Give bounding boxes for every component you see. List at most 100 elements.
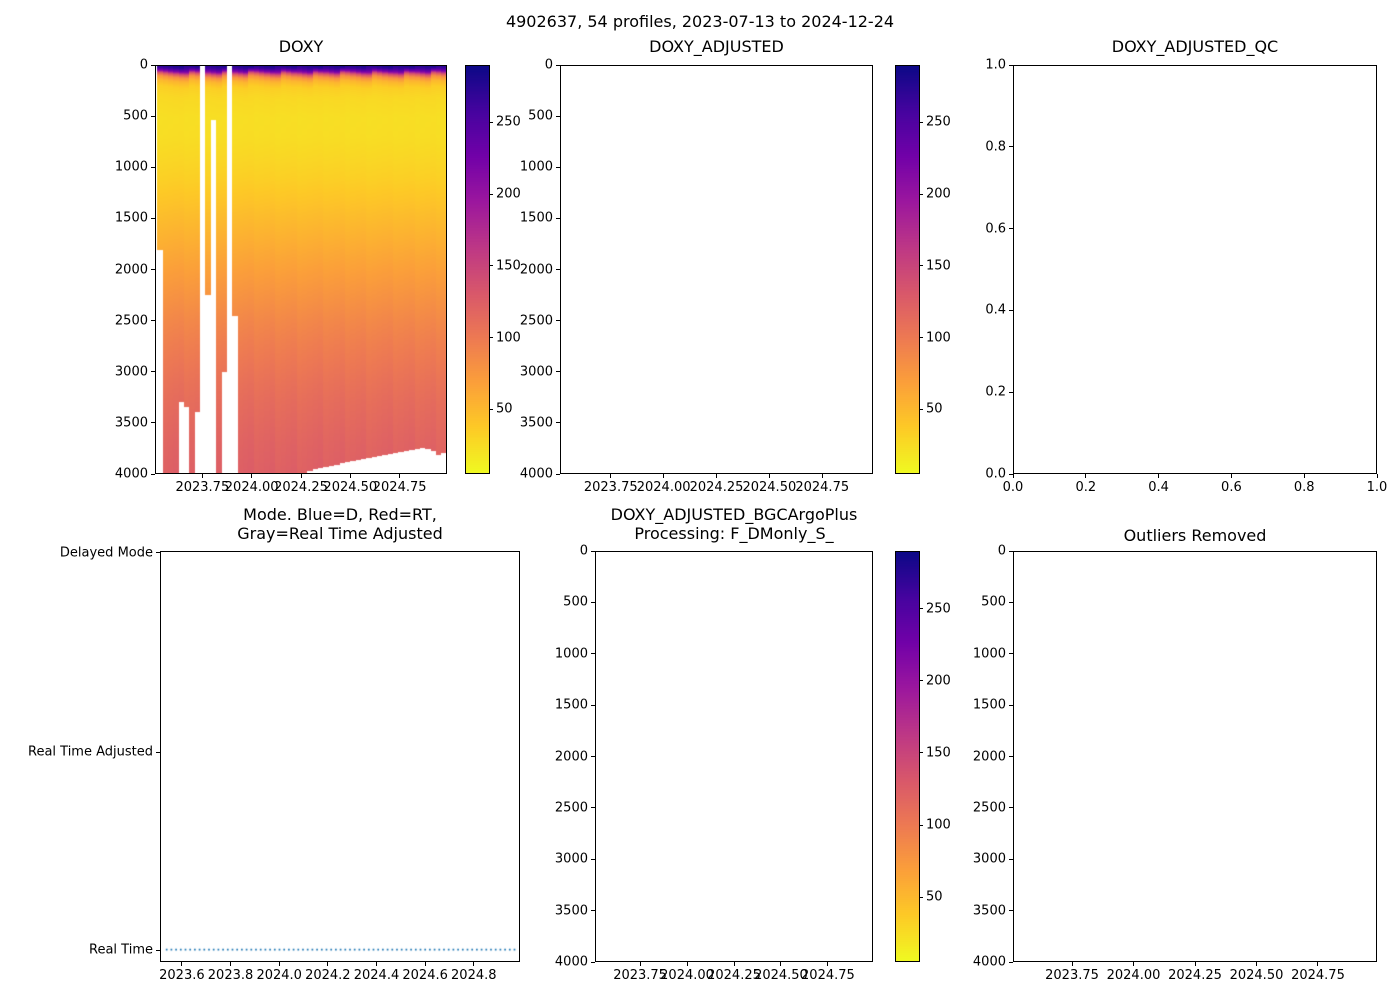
bgc-title-line2: Processing: F_DMonly_S_ xyxy=(634,523,834,543)
y-tick-mark xyxy=(591,550,595,552)
y-tick-mark xyxy=(556,473,560,475)
colorbar-tick-label: 250 xyxy=(496,114,521,130)
y-tick-mark xyxy=(156,949,160,951)
colorbar-tick-label: 150 xyxy=(926,745,951,761)
y-tick-label: 3000 xyxy=(519,364,553,380)
doxy-title: DOXY xyxy=(278,37,324,56)
outliers-title: Outliers Removed xyxy=(1123,526,1267,545)
colorbar-tick-mark xyxy=(920,121,923,123)
y-tick-label: 0.6 xyxy=(985,221,1006,237)
x-tick-mark xyxy=(1376,474,1378,478)
x-tick-label: 0.6 xyxy=(1221,480,1242,495)
y-tick-label: 500 xyxy=(123,108,148,124)
x-tick-mark xyxy=(639,962,641,966)
y-tick-mark xyxy=(1009,391,1013,393)
y-tick-label: 1500 xyxy=(972,697,1006,713)
y-tick-label: 4000 xyxy=(114,466,148,482)
y-tick-label: 500 xyxy=(981,594,1006,610)
x-tick-label: 2023.75 xyxy=(583,480,638,495)
x-tick-label: 2024.00 xyxy=(1106,968,1161,983)
x-tick-label: 2024.2 xyxy=(305,968,351,983)
y-tick-label: 500 xyxy=(563,594,588,610)
colorbar-tick-label: 150 xyxy=(926,258,951,274)
x-tick-label: 2024.25 xyxy=(274,480,328,495)
x-tick-mark xyxy=(780,962,782,966)
doxy-adjusted-qc-title: DOXY_ADJUSTED_QC xyxy=(1111,37,1279,56)
y-tick-label: 3500 xyxy=(519,415,553,431)
y-tick-mark xyxy=(591,910,595,912)
x-tick-label: 2024.75 xyxy=(795,480,850,495)
y-tick-mark xyxy=(1009,601,1013,603)
x-tick-label: 2024.0 xyxy=(256,968,302,983)
x-tick-mark xyxy=(230,962,232,966)
outliers-plot xyxy=(1013,551,1377,962)
colorbar-tick-label: 250 xyxy=(926,601,951,617)
x-tick-label: 2023.75 xyxy=(613,968,667,983)
y-tick-mark xyxy=(151,166,155,168)
x-tick-mark xyxy=(610,474,612,478)
y-tick-label: 1000 xyxy=(972,646,1006,662)
x-tick-mark xyxy=(1230,474,1232,478)
y-tick-mark xyxy=(556,115,560,117)
y-tick-label: 1.0 xyxy=(985,57,1006,73)
y-tick-mark xyxy=(1009,228,1013,230)
x-tick-mark xyxy=(251,474,253,478)
y-tick-label: 4000 xyxy=(972,954,1006,970)
y-tick-mark xyxy=(151,320,155,322)
x-tick-label: 2024.6 xyxy=(402,968,448,983)
x-tick-label: 2023.6 xyxy=(159,968,205,983)
y-tick-mark xyxy=(151,371,155,373)
y-tick-label: 2000 xyxy=(972,749,1006,764)
y-tick-label: 0 xyxy=(544,57,553,73)
y-tick-label: 3000 xyxy=(972,851,1006,867)
x-tick-label: 2023.75 xyxy=(175,480,230,495)
y-tick-label: 1000 xyxy=(554,646,588,662)
x-tick-mark xyxy=(1255,962,1257,966)
x-tick-mark xyxy=(181,962,183,966)
colorbar-tick-mark xyxy=(920,680,923,682)
x-tick-mark xyxy=(768,474,770,478)
x-tick-label: 0.8 xyxy=(1293,480,1315,495)
colorbar-tick-label: 150 xyxy=(496,258,521,274)
y-tick-label: 0.8 xyxy=(985,139,1006,155)
y-tick-label: 1500 xyxy=(114,210,148,226)
y-tick-mark xyxy=(1009,704,1013,706)
y-tick-mark xyxy=(591,807,595,809)
colorbar-tick-label: 50 xyxy=(926,889,943,905)
y-tick-mark xyxy=(1009,146,1013,148)
y-tick-label: 1500 xyxy=(554,697,588,713)
colorbar-tick-label: 200 xyxy=(926,186,951,202)
y-tick-mark xyxy=(556,217,560,219)
y-tick-mark xyxy=(1009,550,1013,552)
doxy-adjusted-colorbar xyxy=(895,65,920,474)
y-tick-label: 2500 xyxy=(114,313,148,329)
x-tick-label: 2024.8 xyxy=(451,968,497,983)
x-tick-mark xyxy=(473,962,475,966)
bgc-title-line1: DOXY_ADJUSTED_BGCArgoPlus xyxy=(610,505,858,524)
y-tick-mark xyxy=(1009,961,1013,963)
y-tick-label: 2000 xyxy=(519,262,553,277)
x-tick-label: 2024.00 xyxy=(660,968,714,983)
y-tick-mark xyxy=(1009,473,1013,475)
colorbar-tick-label: 200 xyxy=(926,673,951,689)
y-tick-mark xyxy=(151,217,155,219)
y-tick-mark xyxy=(591,858,595,860)
x-tick-mark xyxy=(733,962,735,966)
bgc-plot xyxy=(595,551,873,962)
x-tick-mark xyxy=(1158,474,1160,478)
x-tick-mark xyxy=(424,962,426,966)
y-tick-label: 0 xyxy=(139,57,148,73)
colorbar-tick-mark xyxy=(920,824,923,826)
x-tick-mark xyxy=(663,474,665,478)
y-tick-label: 3000 xyxy=(554,851,588,867)
x-tick-label: 2024.50 xyxy=(742,480,797,495)
y-tick-label: 0.0 xyxy=(985,466,1006,482)
y-tick-label: 1500 xyxy=(519,210,553,226)
y-tick-label: 1000 xyxy=(114,159,148,175)
y-tick-label: 3500 xyxy=(114,415,148,431)
x-tick-mark xyxy=(278,962,280,966)
y-category-label: Delayed Mode xyxy=(59,545,153,561)
x-tick-label: 2023.8 xyxy=(207,968,254,983)
y-tick-mark xyxy=(1009,910,1013,912)
doxy-adjusted-title: DOXY_ADJUSTED xyxy=(649,37,784,56)
